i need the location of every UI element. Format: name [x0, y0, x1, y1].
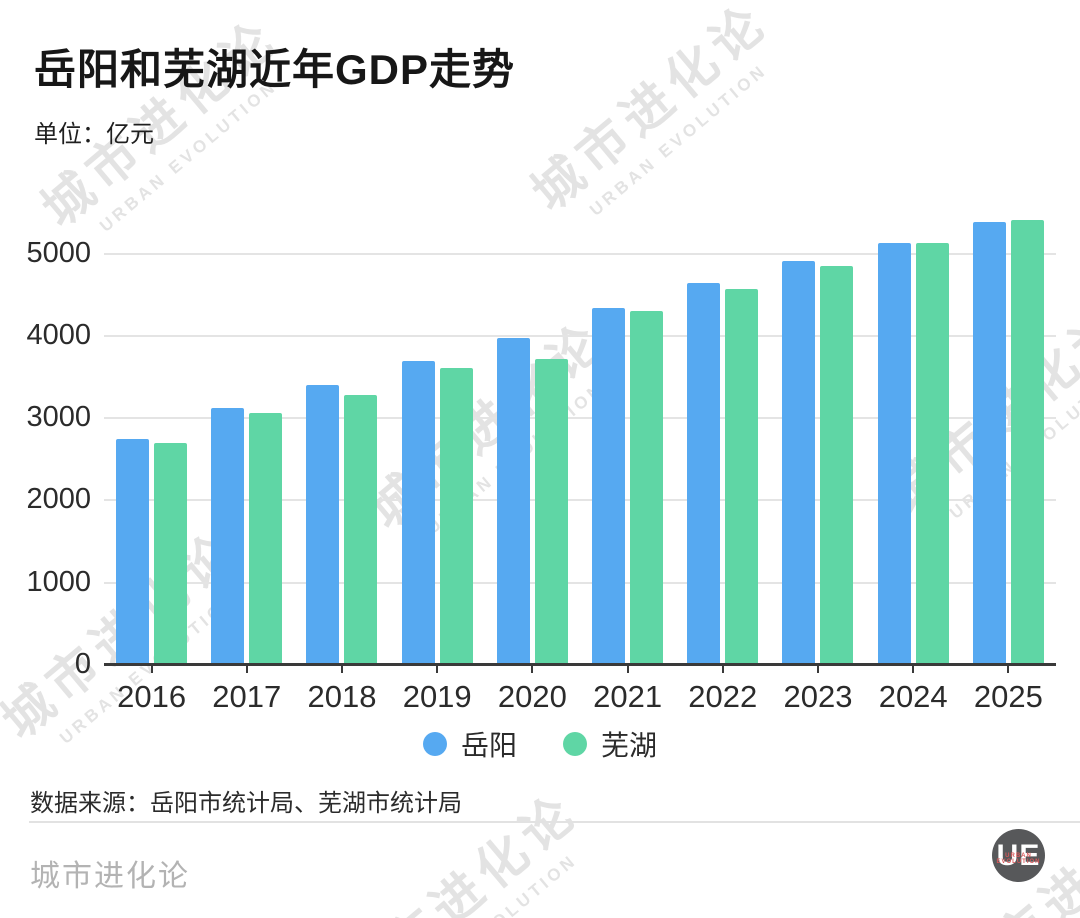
bar-group-2018	[294, 215, 389, 665]
bar-wuhu-2016	[154, 442, 188, 665]
x-axis-tick	[626, 665, 629, 673]
y-axis-tick-label: 0	[74, 648, 91, 680]
bar-yueyang-2018	[306, 384, 340, 665]
watermark-en-text: URBAN EVOLUTION	[371, 829, 606, 918]
chart-plot-area: 0 1000 2000 3000 4000 5000 2016 2017 2018 2019 202…	[26, 215, 1056, 714]
bar-yueyang-2023	[782, 261, 816, 665]
x-axis-tick-label: 2024	[878, 679, 948, 714]
bar-wuhu-2024	[915, 243, 949, 665]
x-axis-tick-label: 2025	[973, 679, 1043, 714]
bar-yueyang-2022	[687, 283, 721, 665]
gridline-1000	[104, 581, 1056, 584]
gridline-2000	[104, 499, 1056, 502]
ue-logo-subtext: URBAN EVOLUTION	[996, 853, 1041, 865]
bar-yueyang-2024	[877, 242, 911, 665]
legend-item-wuhu: 芜湖	[563, 724, 657, 764]
y-axis-tick-label: 4000	[26, 318, 91, 351]
x-axis-tick	[817, 665, 819, 673]
bar-group-2019	[390, 215, 485, 665]
legend-marker-icon	[563, 732, 587, 756]
legend-label: 芜湖	[601, 730, 658, 761]
x-axis-tick	[912, 665, 915, 673]
x-axis-tick-label: 2017	[212, 679, 282, 714]
bar-wuhu-2023	[820, 266, 854, 665]
legend-marker-icon	[422, 732, 447, 756]
x-axis-tick-label: 2016	[117, 679, 187, 714]
legend-label: 岳阳	[460, 730, 517, 761]
x-axis-tick	[1007, 665, 1010, 673]
y-axis-tick-label: 3000	[26, 401, 91, 434]
x-axis-tick	[150, 665, 153, 673]
x-axis-tick	[721, 665, 724, 673]
ue-logo-icon: UE URBAN EVOLUTION	[992, 829, 1045, 882]
bar-group-2020	[485, 215, 580, 665]
bar-group-2024	[866, 215, 961, 665]
x-axis-tick-label: 2019	[402, 679, 472, 714]
bar-wuhu-2020	[534, 358, 568, 665]
bar-group-2025	[961, 215, 1056, 665]
y-axis-tick-label: 5000	[26, 236, 91, 269]
ue-logo-letters: UE	[996, 838, 1041, 872]
bar-group-2021	[580, 215, 675, 665]
x-axis-tick-label: 2022	[688, 679, 758, 714]
bar-yueyang-2021	[592, 307, 626, 665]
x-axis-tick	[436, 665, 439, 673]
bar-wuhu-2017	[249, 412, 283, 665]
footer-divider	[29, 821, 1080, 823]
y-axis-tick-label: 2000	[26, 483, 91, 516]
bar-yueyang-2019	[401, 360, 435, 665]
bar-yueyang-2025	[972, 221, 1006, 665]
x-axis-line	[104, 663, 1056, 666]
brand-name: 城市进化论	[30, 860, 190, 893]
x-axis-tick	[245, 665, 248, 673]
y-axis-tick-label: 1000	[26, 565, 91, 598]
x-axis-tick-label: 2023	[783, 679, 853, 714]
gridline-4000	[104, 334, 1056, 337]
gridline-3000	[104, 417, 1056, 420]
x-axis-tick-label: 2020	[497, 679, 567, 714]
x-axis-tick	[531, 665, 534, 673]
watermark-en-text: URBAN EVOLUTION	[586, 60, 771, 220]
bar-yueyang-2016	[116, 438, 150, 665]
bar-group-2022	[675, 215, 770, 665]
watermark-cn-text: 城市进化论	[521, 0, 780, 222]
x-axis-tick	[341, 665, 343, 673]
bar-wuhu-2019	[439, 368, 473, 665]
unit-label: 单位：亿元	[34, 121, 154, 148]
gridline-5000	[104, 252, 1056, 255]
bar-wuhu-2025	[1010, 219, 1044, 665]
legend-item-yueyang: 岳阳	[422, 724, 517, 764]
x-axis-tick-label: 2021	[593, 679, 663, 714]
bar-group-2016	[104, 215, 199, 665]
bar-wuhu-2022	[725, 289, 759, 665]
x-axis-tick-label: 2018	[307, 679, 377, 714]
bar-yueyang-2020	[496, 337, 530, 665]
bar-group-2023	[770, 215, 865, 665]
bar-group-2017	[199, 215, 294, 665]
data-source-text: 数据来源：岳阳市统计局、芜湖市统计局	[30, 790, 462, 817]
bar-yueyang-2017	[211, 407, 245, 665]
bar-wuhu-2021	[630, 310, 664, 665]
chart-title: 岳阳和芜湖近年GDP走势	[34, 46, 516, 93]
chart-legend: 岳阳 芜湖	[0, 724, 1080, 764]
bar-wuhu-2018	[344, 394, 378, 665]
